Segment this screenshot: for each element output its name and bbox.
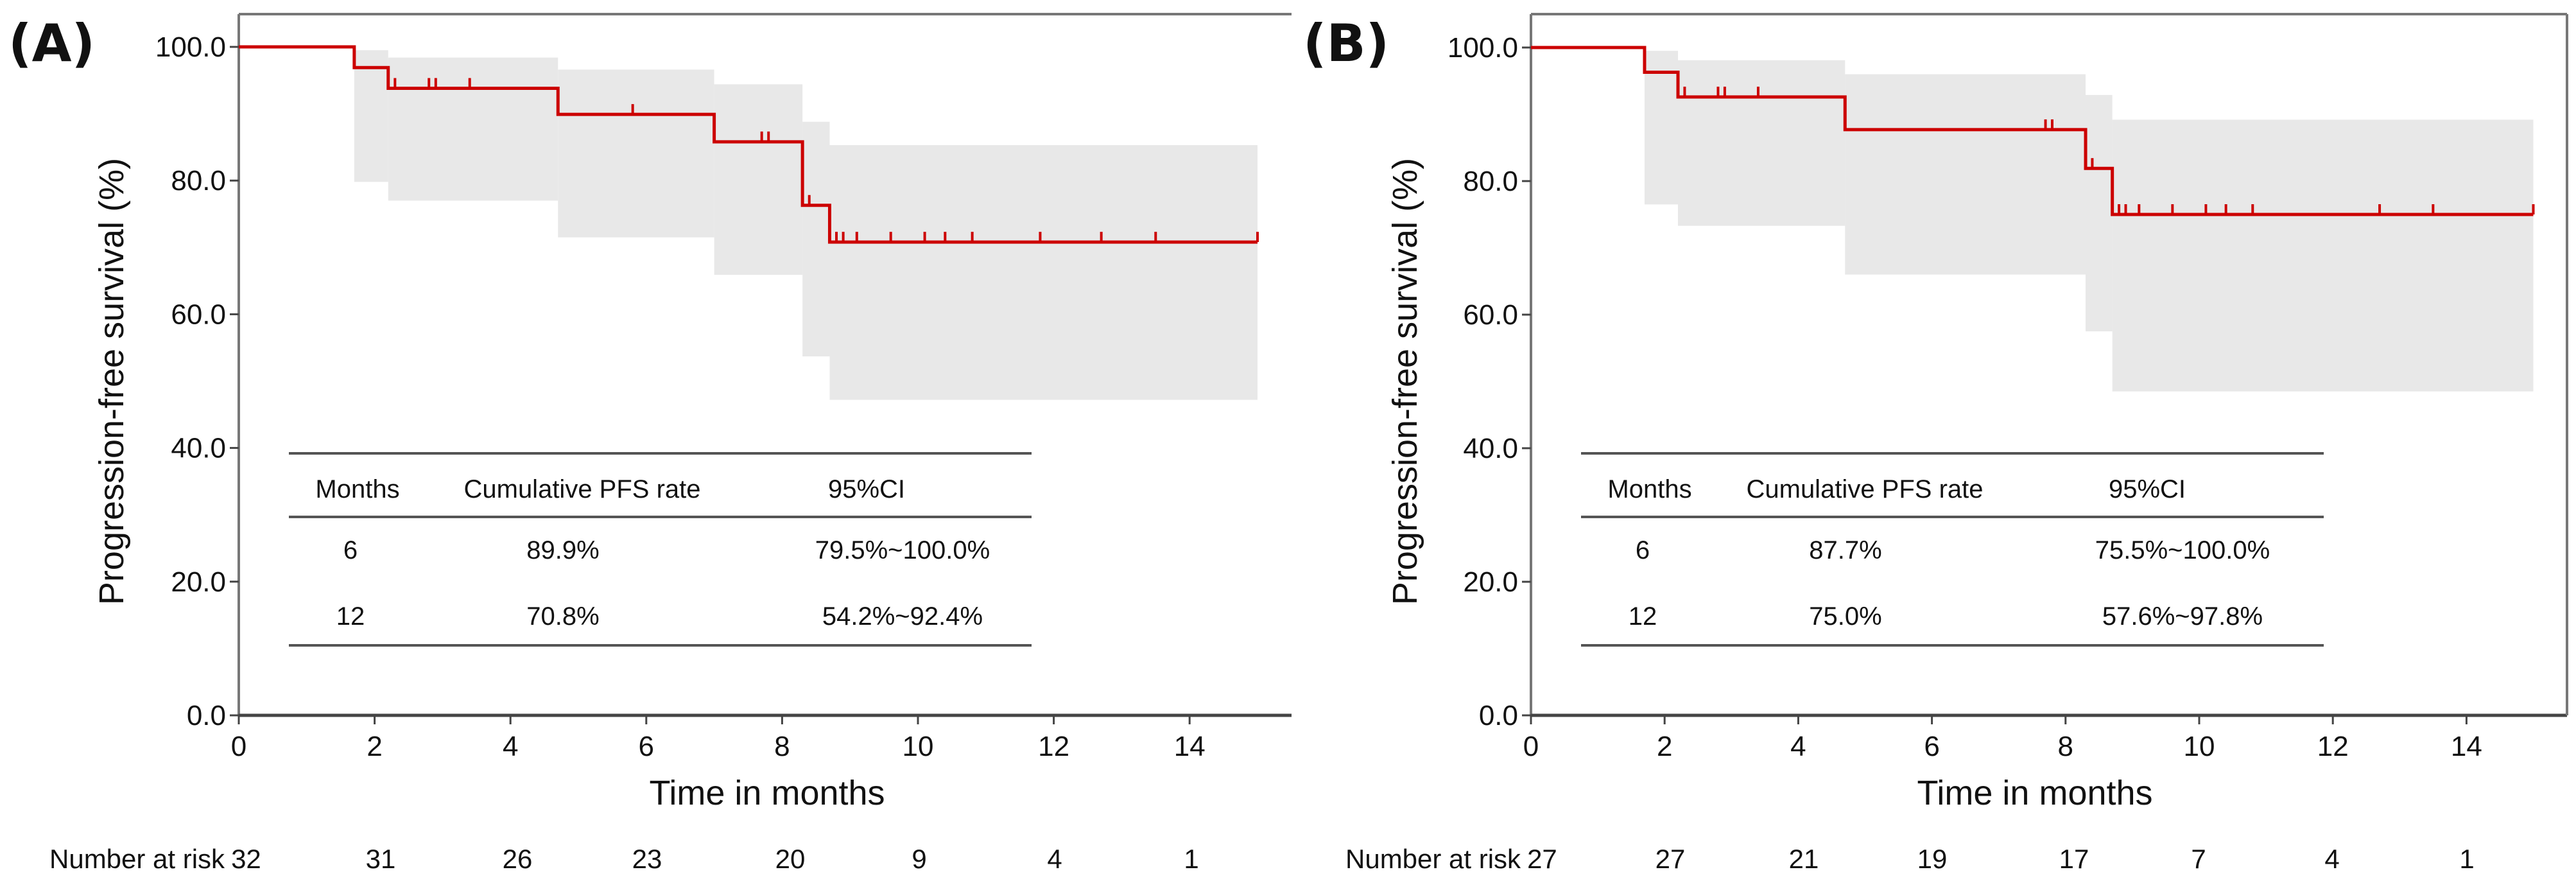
table-cell: 89.9% (526, 536, 599, 564)
x-tick-label: 8 (2058, 731, 2073, 762)
x-tick-label: 0 (231, 731, 246, 762)
ci-band (714, 84, 803, 275)
table-header: Months (315, 475, 399, 503)
number-at-risk-label: Number at risk 27 (1345, 844, 1557, 874)
risk-count: 27 (1655, 844, 1686, 874)
x-tick-label: 4 (1790, 731, 1806, 762)
risk-count: 27 (1527, 844, 1557, 874)
table-cell: 87.7% (1809, 536, 1881, 564)
table-cell: 12 (336, 602, 365, 631)
risk-count: 21 (1789, 844, 1819, 874)
y-tick-label: 0.0 (187, 700, 226, 731)
ci-band (1644, 51, 1679, 205)
ci-band (354, 50, 388, 182)
y-tick-label: 20.0 (1463, 566, 1518, 598)
x-tick-label: 2 (367, 731, 382, 762)
y-tick-label: 100.0 (1448, 32, 1518, 64)
risk-count: 7 (2191, 844, 2206, 874)
risk-count: 1 (1184, 844, 1198, 874)
risk-count: 26 (503, 844, 533, 874)
table-cell: 12 (1629, 602, 1657, 631)
risk-count: 1 (2459, 844, 2474, 874)
table-cell: 75.5%~100.0% (2095, 536, 2270, 564)
x-tick-label: 14 (2451, 731, 2482, 762)
y-axis-title: Progression-free survival (%) (1386, 158, 1424, 605)
survival-curve (239, 45, 1258, 244)
panel-label: (A) (8, 13, 95, 73)
x-tick-label: 14 (1174, 731, 1206, 762)
x-tick-label: 12 (1038, 731, 1069, 762)
ci-band (1845, 74, 2086, 275)
x-tick-label: 10 (903, 731, 934, 762)
risk-count: 9 (912, 844, 926, 874)
ci-band (1678, 60, 1846, 226)
number-at-risk-label: Number at risk 32 (49, 844, 261, 874)
risk-label-text: Number at risk (49, 844, 225, 874)
table-cell: 79.5%~100.0% (815, 536, 990, 564)
panel-label: (B) (1303, 13, 1389, 73)
risk-count: 4 (2324, 844, 2339, 874)
ci-band (802, 121, 830, 356)
x-tick-label: 6 (639, 731, 654, 762)
ci-band (388, 57, 558, 201)
ci-band (2086, 94, 2113, 331)
risk-count: 4 (1047, 844, 1062, 874)
y-tick-label: 80.0 (1463, 166, 1518, 197)
x-tick-label: 8 (774, 731, 790, 762)
ci-band (558, 69, 714, 238)
y-tick-label: 0.0 (1479, 700, 1518, 731)
risk-count: 32 (231, 844, 261, 874)
x-tick-label: 6 (1924, 731, 1939, 762)
x-tick-label: 10 (2184, 731, 2215, 762)
risk-count: 19 (1917, 844, 1948, 874)
risk-count: 31 (366, 844, 396, 874)
x-axis-title: Time in months (1917, 774, 2152, 812)
table-cell: 75.0% (1809, 602, 1881, 631)
table-cell: 6 (343, 536, 358, 564)
y-tick-label: 80.0 (171, 165, 226, 196)
y-tick-label: 40.0 (1463, 433, 1518, 464)
x-tick-label: 0 (1523, 731, 1539, 762)
table-header: Months (1607, 475, 1691, 503)
y-tick-label: 40.0 (171, 433, 226, 464)
risk-count: 20 (775, 844, 806, 874)
table-header: Cumulative PFS rate (463, 475, 700, 503)
ci-band (829, 145, 1258, 400)
x-tick-label: 4 (503, 731, 518, 762)
table-header: 95%CI (2109, 475, 2186, 503)
survival-curve (1531, 46, 2534, 216)
risk-count: 17 (2059, 844, 2089, 874)
y-axis-title: Progression-free survival (%) (92, 158, 131, 605)
y-tick-label: 20.0 (171, 566, 226, 598)
table-cell: 54.2%~92.4% (822, 602, 983, 631)
y-tick-label: 100.0 (155, 31, 226, 63)
table-header: Cumulative PFS rate (1746, 475, 1983, 503)
table-cell: 70.8% (526, 602, 599, 631)
risk-count: 23 (632, 844, 662, 874)
table-cell: 57.6%~97.8% (2102, 602, 2263, 631)
ci-band (2112, 119, 2534, 392)
y-tick-label: 60.0 (171, 299, 226, 330)
table-header: 95%CI (828, 475, 905, 503)
y-tick-label: 60.0 (1463, 299, 1518, 331)
table-cell: 6 (1636, 536, 1650, 564)
x-axis-title: Time in months (649, 774, 885, 812)
risk-label-text: Number at risk (1345, 844, 1521, 874)
x-tick-label: 2 (1657, 731, 1672, 762)
x-tick-label: 12 (2317, 731, 2349, 762)
